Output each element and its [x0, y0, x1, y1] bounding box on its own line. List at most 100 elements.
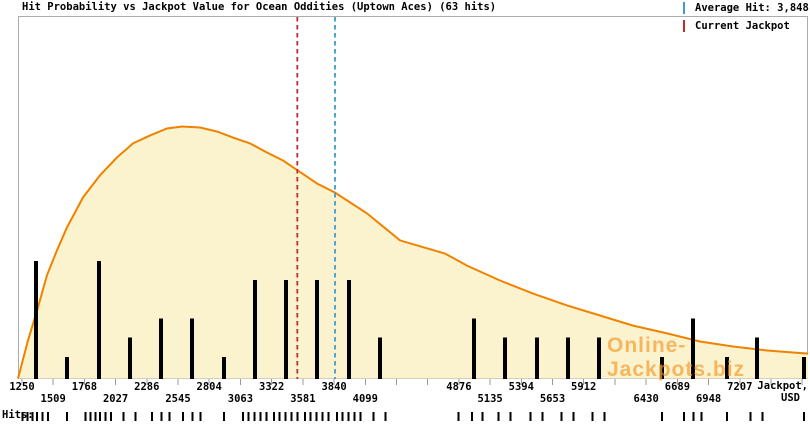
hit-tick [315, 412, 318, 421]
x-axis-label: 6430 [633, 393, 659, 405]
x-axis-label: 3063 [227, 393, 254, 405]
hit-tick [296, 412, 299, 421]
histogram-bar [221, 356, 226, 379]
x-axis-label: 3581 [290, 393, 316, 405]
hit-tick [284, 412, 287, 421]
hit-tick [47, 412, 49, 421]
x-axis-label: 5394 [508, 381, 534, 393]
histogram-bar [754, 337, 759, 379]
histogram-bar [502, 337, 507, 379]
x-axis-title-units: USD [781, 392, 800, 404]
hit-tick [749, 412, 752, 421]
current-jackpot-line-icon [683, 20, 685, 32]
hit-tick [253, 412, 256, 421]
hit-tick [725, 412, 728, 421]
hit-tick [591, 412, 594, 421]
hit-tick [509, 412, 512, 421]
x-axis-label: 5653 [539, 393, 566, 405]
histogram-bar [472, 318, 476, 379]
histogram-bar [535, 337, 539, 379]
x-axis-label: 1509 [40, 393, 66, 405]
legend-item-average-hit: Average Hit: 3,848 [695, 2, 809, 14]
histogram-bar [158, 318, 163, 379]
hit-tick [353, 412, 356, 421]
histogram-bar [64, 356, 69, 379]
hit-tick [529, 412, 532, 421]
hit-tick [471, 412, 474, 421]
x-axis-label: 2545 [165, 393, 191, 405]
probability-area [18, 126, 808, 379]
hit-tick [341, 412, 344, 421]
hit-tick [347, 412, 350, 421]
hit-tick [700, 412, 703, 421]
chart-title: Hit Probability vs Jackpot Value for Oce… [22, 1, 497, 13]
hit-tick [761, 412, 764, 421]
histogram-bar [378, 337, 382, 379]
legend-item-current-jackpot: Current Jackpot [695, 20, 790, 32]
histogram-bar [190, 318, 194, 379]
hit-tick [321, 412, 324, 421]
hit-tick [41, 412, 44, 421]
hit-tick [303, 412, 306, 421]
hit-tick [242, 412, 244, 421]
x-axis-label: 5135 [477, 393, 503, 405]
hit-tick [104, 412, 107, 421]
hit-tick [802, 412, 805, 421]
x-axis-label: 6689 [664, 381, 691, 393]
hit-tick [134, 412, 137, 421]
hit-tick [84, 412, 87, 421]
hit-tick [182, 412, 184, 421]
histogram-bar [34, 260, 38, 379]
average-hit-line-icon [683, 2, 685, 14]
hit-tick [110, 412, 112, 421]
histogram-bar [690, 318, 695, 379]
hits-rug-label: Hits: [2, 409, 34, 421]
hit-tick [272, 412, 275, 421]
hit-tick [259, 412, 262, 421]
x-axis-label: 1250 [9, 381, 35, 393]
hit-tick [384, 412, 387, 421]
x-axis-label: 2804 [196, 381, 222, 393]
hit-tick [150, 412, 153, 421]
histogram-bar [660, 356, 664, 379]
x-axis-label: 4876 [446, 381, 472, 393]
hit-tick [21, 412, 24, 421]
histogram-bar [724, 356, 729, 379]
histogram-bar [253, 280, 257, 379]
hit-tick [290, 412, 293, 421]
hit-tick [309, 412, 312, 421]
hit-tick [36, 412, 39, 421]
x-axis-label: 1768 [71, 381, 98, 393]
hit-tick [541, 412, 544, 421]
hit-tick [191, 412, 194, 421]
hit-tick [94, 412, 97, 421]
histogram-bar [347, 280, 351, 379]
hit-tick [682, 412, 685, 421]
hit-tick [31, 412, 34, 421]
watermark: Online-Jackpots.biz [607, 334, 746, 381]
hit-tick [359, 412, 362, 421]
hit-tick [89, 412, 92, 421]
x-axis-label: 5912 [571, 381, 597, 393]
hit-tick [481, 412, 484, 421]
x-axis-label: 4099 [352, 393, 378, 405]
x-axis-label: 2286 [134, 381, 160, 393]
hit-tick [65, 412, 68, 421]
x-axis-title: Jackpot, [757, 380, 808, 392]
histogram-bar [566, 337, 570, 379]
hit-tick [497, 412, 500, 421]
histogram-bar [284, 280, 288, 379]
hit-tick [457, 412, 460, 421]
hit-tick [222, 412, 225, 421]
x-axis-label: 3322 [259, 381, 285, 393]
x-axis-label: 2027 [102, 393, 129, 405]
hit-tick [661, 412, 663, 421]
probability-curve [17, 125, 809, 379]
hit-tick [560, 412, 563, 421]
hit-tick [572, 412, 575, 421]
hit-tick [327, 412, 330, 421]
histogram-bar [127, 337, 132, 379]
hit-tick [372, 412, 375, 421]
